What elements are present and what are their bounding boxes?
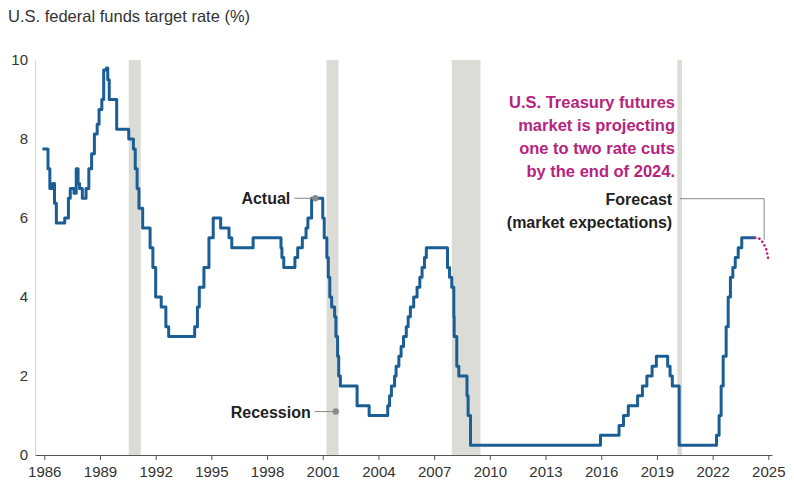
- annotation-leader: [680, 199, 764, 240]
- y-tick: 8: [20, 130, 35, 147]
- x-tick: 1992: [139, 455, 172, 480]
- x-tick: 1998: [251, 455, 284, 480]
- x-tick: 2025: [752, 455, 785, 480]
- forecast-line: [755, 238, 768, 260]
- annotation-note: one to two rate cuts: [519, 139, 675, 157]
- x-tick-mark: [434, 455, 435, 460]
- x-tick-label: 2025: [752, 463, 785, 480]
- x-tick-mark: [267, 455, 268, 460]
- annotation-label: Forecast: [605, 191, 672, 208]
- x-tick-mark: [211, 455, 212, 460]
- chart: U.S. federal funds target rate (%)198619…: [0, 0, 794, 500]
- x-tick-mark: [44, 455, 45, 460]
- x-tick-label: 1986: [28, 463, 61, 480]
- x-tick: 2019: [641, 455, 674, 480]
- x-tick-mark: [713, 455, 714, 460]
- x-tick-label: 2004: [362, 463, 395, 480]
- y-tick: 6: [20, 209, 35, 226]
- x-tick-mark: [601, 455, 602, 460]
- x-tick-mark: [378, 455, 379, 460]
- annotation-point: [333, 408, 339, 414]
- y-tick-label: 2: [20, 367, 28, 384]
- y-tick-label: 8: [20, 130, 28, 147]
- x-tick-label: 1989: [84, 463, 117, 480]
- x-tick: 1986: [28, 455, 61, 480]
- y-tick-label: 10: [11, 51, 28, 68]
- x-axis-line: [36, 455, 773, 456]
- annotation-note: U.S. Treasury futures: [509, 93, 675, 111]
- x-tick-label: 2019: [641, 463, 674, 480]
- y-tick-label: 0: [20, 446, 28, 463]
- x-tick: 2013: [529, 455, 562, 480]
- x-tick: 2001: [307, 455, 340, 480]
- x-tick-mark: [657, 455, 658, 460]
- x-tick: 1995: [195, 455, 228, 480]
- x-tick-label: 1995: [195, 463, 228, 480]
- y-tick: 2: [20, 367, 35, 384]
- annotation-label: Recession: [231, 404, 311, 421]
- annotation-label: (market expectations): [507, 214, 672, 231]
- x-tick-label: 1992: [139, 463, 172, 480]
- y-tick-label: 6: [20, 209, 28, 226]
- x-tick-label: 2022: [696, 463, 729, 480]
- x-tick-mark: [323, 455, 324, 460]
- annotation-leader: [315, 411, 333, 412]
- x-tick: 2010: [474, 455, 507, 480]
- x-tick: 2007: [418, 455, 451, 480]
- rate-line: [42, 68, 755, 445]
- x-tick: 1989: [84, 455, 117, 480]
- x-tick: 2004: [362, 455, 395, 480]
- x-tick-label: 2007: [418, 463, 451, 480]
- x-tick-mark: [100, 455, 101, 460]
- annotation-note: market is projecting: [518, 116, 675, 134]
- y-tick: 0: [20, 446, 35, 463]
- recession-band: [129, 60, 141, 455]
- x-tick-label: 2013: [529, 463, 562, 480]
- x-tick-label: 2010: [474, 463, 507, 480]
- x-tick: 2022: [696, 455, 729, 480]
- annotations: Actual Recession Forecast (market expectati…: [231, 93, 765, 421]
- x-tick: 2016: [585, 455, 618, 480]
- x-tick-mark: [546, 455, 547, 460]
- chart-title: U.S. federal funds target rate (%): [8, 7, 250, 25]
- y-tick: 4: [20, 288, 35, 305]
- x-tick-mark: [156, 455, 157, 460]
- annotation-label: Actual: [241, 190, 290, 207]
- plot-area: [42, 60, 768, 455]
- annotation-point: [312, 195, 318, 201]
- x-tick-label: 2001: [307, 463, 340, 480]
- x-axis: 1986 1989 1992 1995 1998 2001 2004 2007 2010 2013…: [28, 455, 785, 480]
- annotation-leader: [294, 198, 312, 199]
- y-axis-line: [35, 61, 36, 456]
- x-tick-label: 1998: [251, 463, 284, 480]
- y-axis: 0 2 4 6 8 10: [11, 51, 35, 463]
- y-tick: 10: [11, 51, 35, 68]
- x-tick-mark: [768, 455, 769, 460]
- x-tick-label: 2016: [585, 463, 618, 480]
- annotation-note: by the end of 2024.: [526, 162, 675, 180]
- y-tick-label: 4: [20, 288, 28, 305]
- x-tick-mark: [490, 455, 491, 460]
